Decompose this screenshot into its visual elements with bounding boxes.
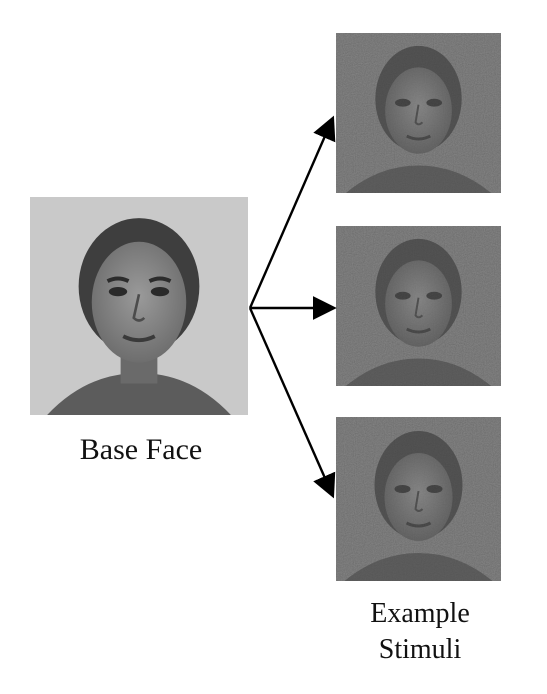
example-stimuli-caption-line1: Example bbox=[370, 598, 470, 629]
arrow-to-stimulus-3 bbox=[248, 307, 336, 499]
example-stimuli-caption: Example Stimuli bbox=[330, 596, 510, 668]
arrow-to-stimulus-1 bbox=[248, 115, 336, 309]
example-stimuli-caption-line2: Stimuli bbox=[378, 634, 462, 665]
base-face-image bbox=[30, 197, 248, 415]
stimulus-image-1 bbox=[336, 33, 501, 193]
stimulus-image-3 bbox=[336, 417, 501, 581]
base-face-caption: Base Face bbox=[79, 433, 203, 466]
stimulus-image-2 bbox=[336, 226, 501, 386]
